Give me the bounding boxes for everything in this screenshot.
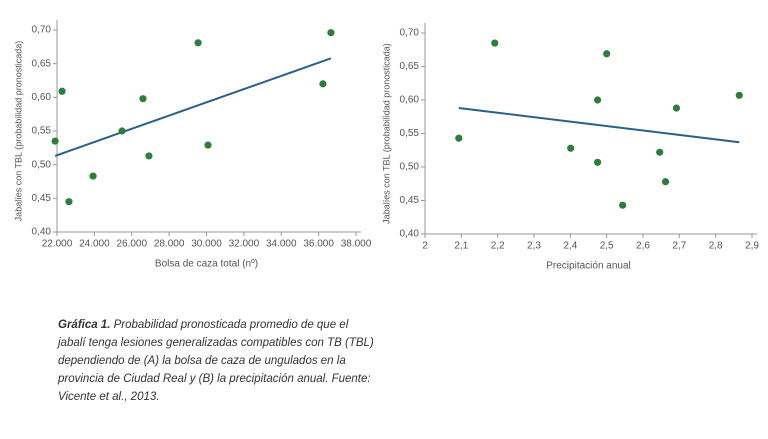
- y-tick-label: 0,70: [400, 28, 420, 39]
- point: [735, 91, 743, 99]
- x-tick-label: 38.000: [341, 239, 372, 250]
- point: [661, 178, 670, 186]
- x-tick-label: 2,3: [527, 241, 541, 252]
- x-tick-label: 32.000: [229, 239, 260, 250]
- x-tick-label: 2,1: [454, 241, 468, 252]
- caption-text: jabalí tenga lesiones generalizadas comp…: [58, 337, 374, 349]
- point: [455, 134, 463, 142]
- point: [204, 141, 212, 149]
- caption-text: Vicente et al., 2013.: [58, 391, 160, 403]
- y-tick-label: 0,45: [400, 195, 420, 206]
- caption-line: jabalí tenga lesiones generalizadas comp…: [58, 334, 374, 352]
- x-axis-title: Bolsa de caza total (nº): [155, 259, 258, 270]
- caption-text: Probabilidad pronosticada promedio de qu…: [110, 319, 349, 331]
- caption-line: dependiendo de (A) la bolsa de caza de u…: [58, 352, 374, 370]
- caption-line: Gráfica 1. Probabilidad pronosticada pro…: [58, 316, 374, 334]
- point: [65, 198, 73, 206]
- point: [603, 50, 611, 58]
- point: [327, 29, 335, 37]
- point: [319, 80, 327, 88]
- charts: 0,40 0,45 0,50 0,55 0,60 0,65 0,70 22.000 24.000…: [13, 20, 759, 272]
- point: [672, 104, 681, 112]
- y-tick-label: 0,65: [400, 61, 420, 72]
- x-axis-title: Precipitación anual: [546, 261, 631, 272]
- point: [491, 39, 499, 47]
- trend-line: [54, 57, 332, 157]
- x-tick-label: 2,6: [636, 241, 650, 252]
- x-tick-label: 26.000: [116, 239, 147, 250]
- y-tick-label: 0,60: [400, 95, 420, 106]
- x-tick-label: 28.000: [154, 239, 185, 250]
- point: [118, 127, 126, 135]
- caption-text: dependiendo de (A) la bolsa de caza de u…: [58, 355, 346, 367]
- y-tick-label: 0,55: [32, 126, 52, 137]
- x-tick-label: 34.000: [266, 239, 297, 250]
- x-tick-label: 30.000: [191, 239, 222, 250]
- y-tick-label: 0,50: [400, 162, 420, 173]
- y-axis-title: Jabalíes con TBL (probabilidad pronostic…: [13, 41, 23, 222]
- point: [139, 95, 147, 103]
- caption-line: Vicente et al., 2013.: [58, 388, 374, 406]
- y-tick-label: 0,40: [400, 229, 420, 240]
- point: [51, 137, 59, 145]
- x-tick-label: 36.000: [303, 239, 334, 250]
- point: [567, 144, 575, 152]
- point: [145, 152, 153, 160]
- x-tick-label: 2,2: [491, 241, 505, 252]
- y-tick-label: 0,55: [400, 128, 420, 139]
- x-tick-label: 22.000: [42, 239, 73, 250]
- caption-label: Gráfica 1.: [58, 319, 111, 331]
- y-tick-label: 0,45: [32, 193, 52, 204]
- caption-text: provincia de Ciudad Real y (B) la precip…: [58, 373, 371, 385]
- y-axis-title: Jabalíes con TBL (probabilidad pronostic…: [381, 43, 391, 224]
- point: [593, 158, 602, 166]
- x-tick-label: 2,5: [600, 241, 614, 252]
- x-tick-label: 2,9: [745, 241, 759, 252]
- point: [593, 96, 602, 104]
- x-tick-label: 24.000: [79, 239, 110, 250]
- y-tick-label: 0,50: [32, 159, 52, 170]
- caption: Gráfica 1. Probabilidad pronosticada pro…: [58, 316, 374, 406]
- point: [58, 87, 66, 95]
- y-tick-label: 0,65: [32, 58, 52, 69]
- y-tick-label: 0,60: [32, 92, 52, 103]
- y-tick-label: 0,40: [32, 227, 52, 238]
- point: [89, 172, 97, 180]
- trend-line: [458, 107, 740, 144]
- caption-line: provincia de Ciudad Real y (B) la precip…: [58, 370, 374, 388]
- point: [194, 39, 202, 47]
- y-tick-label: 0,70: [32, 25, 52, 36]
- point: [619, 201, 627, 209]
- x-tick-label: 2,7: [672, 241, 686, 252]
- x-tick-label: 2,8: [709, 241, 723, 252]
- x-tick-label: 2: [422, 241, 428, 252]
- x-tick-label: 2,4: [563, 241, 577, 252]
- point: [656, 148, 664, 156]
